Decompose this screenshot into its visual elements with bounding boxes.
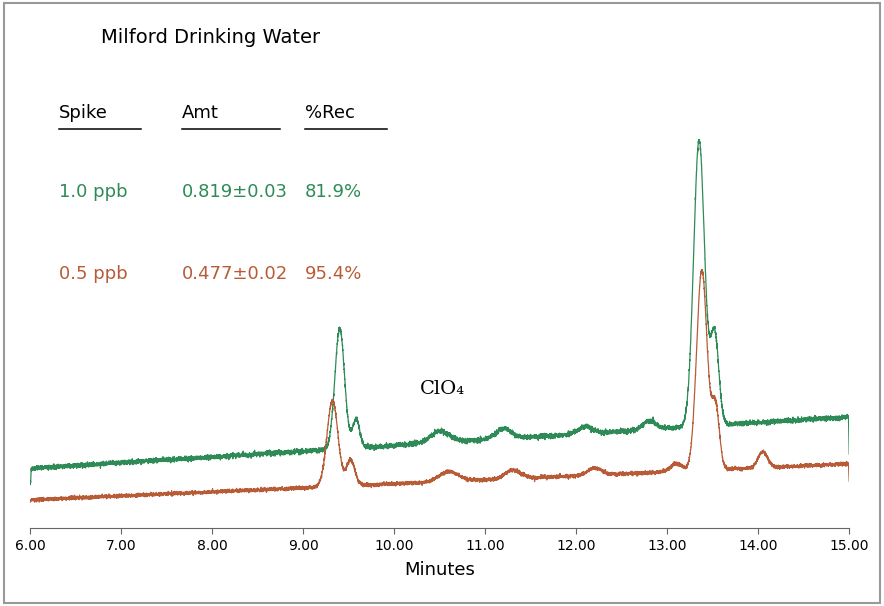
Text: Spike: Spike (59, 104, 108, 122)
Text: 1.0 ppb: 1.0 ppb (59, 183, 127, 201)
Text: ClO₄: ClO₄ (420, 380, 465, 398)
Text: Milford Drinking Water: Milford Drinking Water (101, 28, 320, 47)
Text: 95.4%: 95.4% (305, 265, 362, 283)
X-axis label: Minutes: Minutes (404, 561, 476, 579)
Text: Amt: Amt (182, 104, 218, 122)
Text: 0.477±0.02: 0.477±0.02 (182, 265, 288, 283)
Text: 0.819±0.03: 0.819±0.03 (182, 183, 288, 201)
Text: %Rec: %Rec (305, 104, 354, 122)
Text: 81.9%: 81.9% (305, 183, 362, 201)
Text: 0.5 ppb: 0.5 ppb (59, 265, 128, 283)
